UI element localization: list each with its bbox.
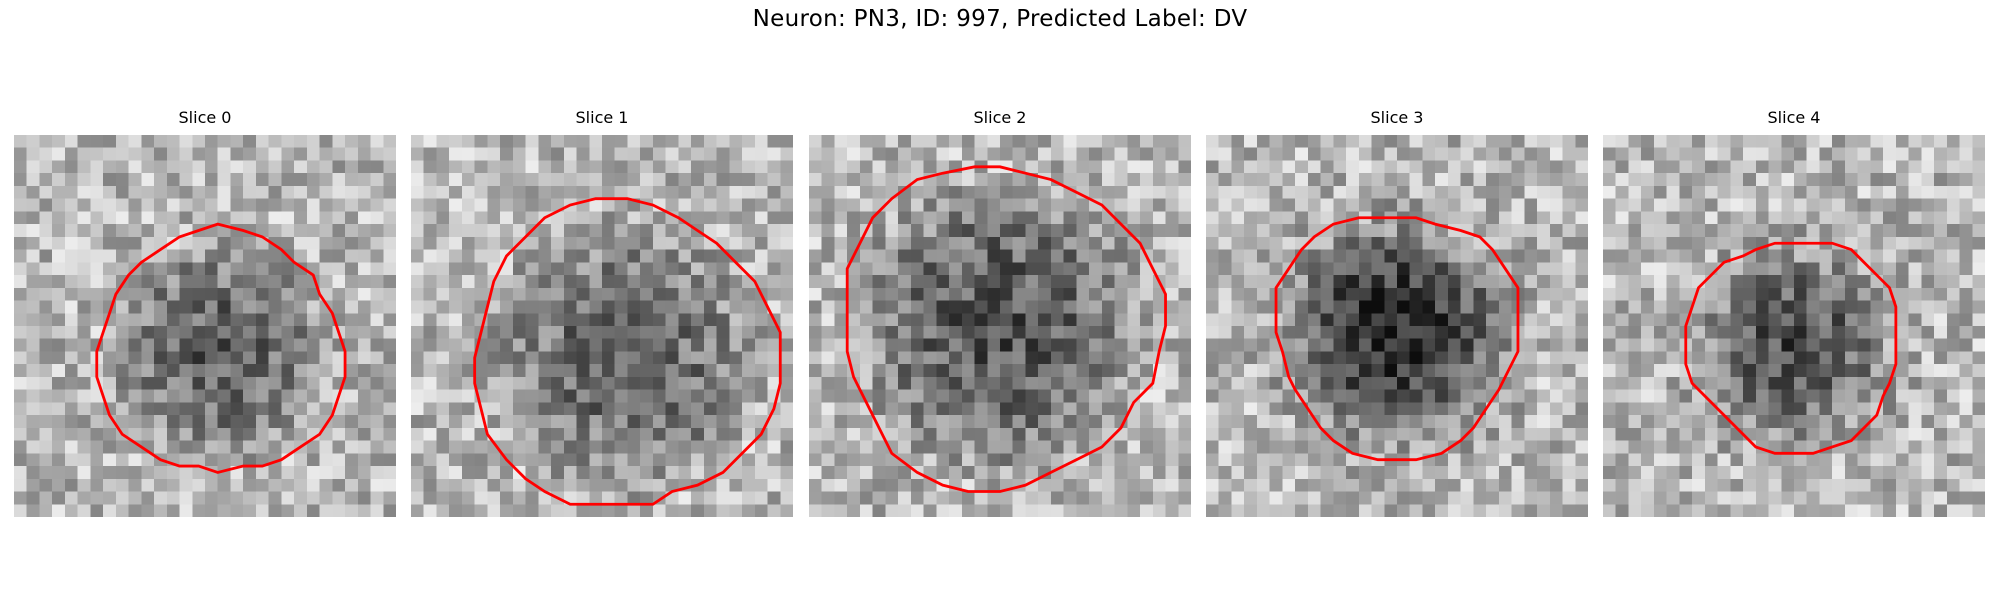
- slice-title: Slice 2: [973, 108, 1027, 127]
- segmentation-contour: [473, 197, 782, 506]
- slice-title: Slice 0: [178, 108, 232, 127]
- segmentation-contour: [1274, 216, 1520, 462]
- slice-image: [1206, 135, 1588, 517]
- slice-image: [14, 135, 396, 517]
- slice-image: [1603, 135, 1985, 517]
- slice-image: [809, 135, 1191, 517]
- slice-title: Slice 4: [1767, 108, 1821, 127]
- segmentation-contour: [95, 222, 347, 474]
- slice-title: Slice 3: [1370, 108, 1424, 127]
- figure-title: Neuron: PN3, ID: 997, Predicted Label: D…: [752, 6, 1248, 32]
- slice-title: Slice 1: [575, 108, 629, 127]
- slice-image: [411, 135, 793, 517]
- segmentation-contour: [1684, 241, 1898, 455]
- segmentation-contour: [845, 165, 1167, 493]
